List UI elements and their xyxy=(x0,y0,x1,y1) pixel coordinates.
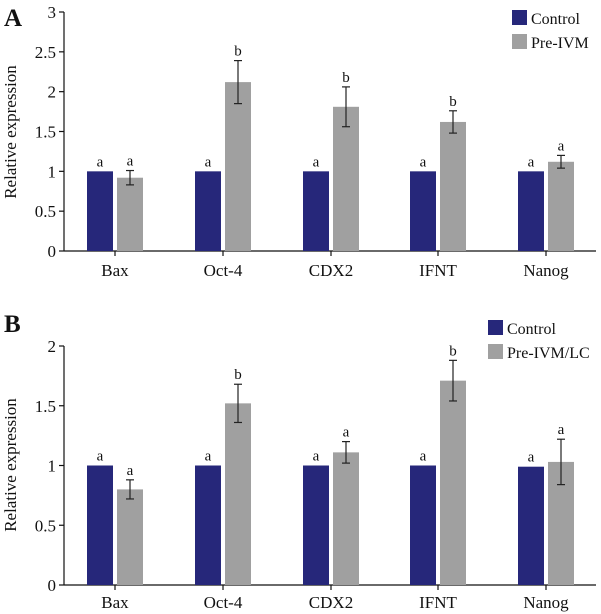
bar-pre-ivm xyxy=(548,161,574,251)
significance-label: b xyxy=(234,44,242,60)
y-tick-label: 2 xyxy=(48,83,57,102)
y-tick-label: 3 xyxy=(48,3,57,22)
bar-control xyxy=(195,465,221,585)
x-tick-label: Nanog xyxy=(523,593,569,612)
significance-label: a xyxy=(420,449,427,465)
legend-label: Pre-IVM xyxy=(531,35,589,52)
significance-label: a xyxy=(97,449,104,465)
legend-swatch xyxy=(512,10,527,25)
x-tick-label: Bax xyxy=(101,261,129,280)
significance-label: a xyxy=(127,463,134,479)
x-tick-label: CDX2 xyxy=(309,261,353,280)
significance-label: a xyxy=(313,449,320,465)
bar-pre-ivm xyxy=(225,82,251,252)
y-axis-label: Relative expression xyxy=(1,65,20,199)
bar-pre-ivm xyxy=(440,121,466,251)
y-tick-label: 1.5 xyxy=(35,397,56,416)
legend-label: Pre-IVM/LC xyxy=(507,345,590,362)
significance-label: b xyxy=(234,367,242,383)
significance-label: a xyxy=(97,154,104,170)
y-tick-label: 1.5 xyxy=(35,123,56,142)
bar-control xyxy=(195,171,221,251)
y-tick-label: 0 xyxy=(48,576,57,595)
significance-label: a xyxy=(205,449,212,465)
legend-swatch xyxy=(488,320,503,335)
bar-pre-ivm xyxy=(117,177,143,251)
bar-control xyxy=(87,465,113,585)
bar-control xyxy=(518,466,544,585)
bar-control xyxy=(410,171,436,251)
y-axis-label: Relative expression xyxy=(1,398,20,532)
significance-label: a xyxy=(558,138,565,154)
y-tick-label: 0.5 xyxy=(35,516,56,535)
y-tick-label: 0.5 xyxy=(35,202,56,221)
legend-swatch xyxy=(488,344,503,359)
panel-letter-b: B xyxy=(4,311,21,338)
bar-pre-ivm-lc xyxy=(440,380,466,585)
legend-swatch xyxy=(512,34,527,49)
legend-label: Control xyxy=(507,321,556,338)
significance-label: a xyxy=(205,154,212,170)
x-tick-label: Bax xyxy=(101,593,129,612)
x-tick-label: IFNT xyxy=(419,261,457,280)
bar-control xyxy=(410,465,436,585)
y-tick-label: 1 xyxy=(48,457,57,476)
significance-label: a xyxy=(558,422,565,438)
bar-pre-ivm xyxy=(333,106,359,251)
significance-label: a xyxy=(528,450,535,466)
x-tick-label: IFNT xyxy=(419,593,457,612)
x-tick-label: Oct-4 xyxy=(204,261,243,280)
bar-control xyxy=(87,171,113,251)
significance-label: a xyxy=(127,154,134,170)
significance-label: a xyxy=(528,154,535,170)
bar-control xyxy=(518,171,544,251)
significance-label: b xyxy=(342,70,350,86)
y-tick-label: 0 xyxy=(48,242,57,261)
bar-control xyxy=(303,465,329,585)
y-tick-label: 2.5 xyxy=(35,43,56,62)
significance-label: a xyxy=(420,154,427,170)
legend-label: Control xyxy=(531,11,580,28)
x-tick-label: CDX2 xyxy=(309,593,353,612)
x-tick-label: Nanog xyxy=(523,261,569,280)
significance-label: a xyxy=(343,425,350,441)
bar-pre-ivm-lc xyxy=(333,452,359,585)
bar-control xyxy=(303,171,329,251)
x-tick-label: Oct-4 xyxy=(204,593,243,612)
y-tick-label: 2 xyxy=(48,337,57,356)
significance-label: b xyxy=(449,343,457,359)
bar-pre-ivm-lc xyxy=(117,489,143,585)
bar-pre-ivm-lc xyxy=(225,403,251,585)
significance-label: b xyxy=(449,94,457,110)
y-tick-label: 1 xyxy=(48,162,57,181)
panel-letter-a: A xyxy=(4,5,22,32)
significance-label: a xyxy=(313,154,320,170)
